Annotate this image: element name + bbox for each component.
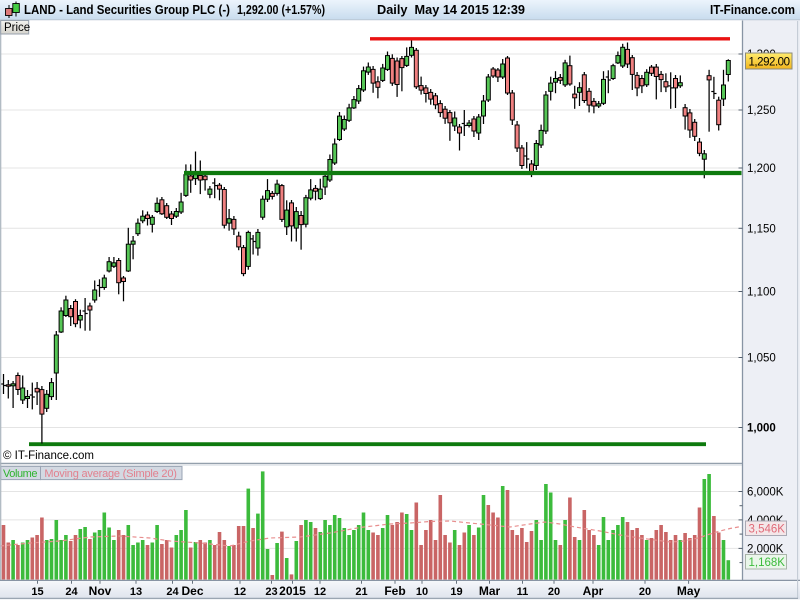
svg-text:Daily May 14 2015 12:39: Daily May 14 2015 12:39 xyxy=(377,3,525,17)
svg-text:1,000: 1,000 xyxy=(747,423,776,435)
svg-text:Apr: Apr xyxy=(583,584,604,598)
svg-text:1,150: 1,150 xyxy=(747,223,776,235)
svg-text:15: 15 xyxy=(31,586,43,598)
svg-text:May: May xyxy=(677,584,701,598)
svg-text:19: 19 xyxy=(450,586,462,598)
svg-text:1,250: 1,250 xyxy=(747,105,776,117)
svg-text:1,100: 1,100 xyxy=(747,287,776,299)
svg-text:11: 11 xyxy=(517,586,529,598)
svg-text:3,546K: 3,546K xyxy=(749,524,786,536)
svg-text:12: 12 xyxy=(234,586,246,598)
svg-text:20: 20 xyxy=(639,586,651,598)
svg-text:1,200: 1,200 xyxy=(747,163,776,175)
svg-text:Price: Price xyxy=(4,22,30,34)
svg-text:1,292.00: 1,292.00 xyxy=(749,57,791,69)
svg-text:Dec: Dec xyxy=(181,584,203,598)
svg-text:Volume: Volume xyxy=(3,468,38,480)
svg-text:IT-Finance.com: IT-Finance.com xyxy=(710,3,795,17)
svg-text:LAND - Land Securities Group P: LAND - Land Securities Group PLC (-) xyxy=(24,3,230,17)
svg-text:1,292.00 (+1.57%): 1,292.00 (+1.57%) xyxy=(237,3,325,17)
svg-text:20: 20 xyxy=(548,586,560,598)
svg-text:10: 10 xyxy=(416,586,428,598)
svg-text:Feb: Feb xyxy=(384,584,405,598)
svg-text:24: 24 xyxy=(166,586,179,598)
svg-text:2,000K: 2,000K xyxy=(747,543,784,555)
svg-text:© IT-Finance.com: © IT-Finance.com xyxy=(3,450,94,462)
svg-text:2015: 2015 xyxy=(279,584,306,598)
svg-text:Moving average (Simple 20): Moving average (Simple 20) xyxy=(44,468,177,480)
svg-text:Mar: Mar xyxy=(479,584,501,598)
svg-text:6,000K: 6,000K xyxy=(747,487,784,499)
svg-text:1,168K: 1,168K xyxy=(749,557,786,569)
svg-text:12: 12 xyxy=(314,586,326,598)
svg-text:21: 21 xyxy=(355,586,367,598)
svg-text:Nov: Nov xyxy=(89,584,112,598)
svg-text:1,050: 1,050 xyxy=(747,353,776,365)
svg-text:23: 23 xyxy=(265,586,277,598)
svg-text:24: 24 xyxy=(65,586,78,598)
svg-text:13: 13 xyxy=(130,586,142,598)
